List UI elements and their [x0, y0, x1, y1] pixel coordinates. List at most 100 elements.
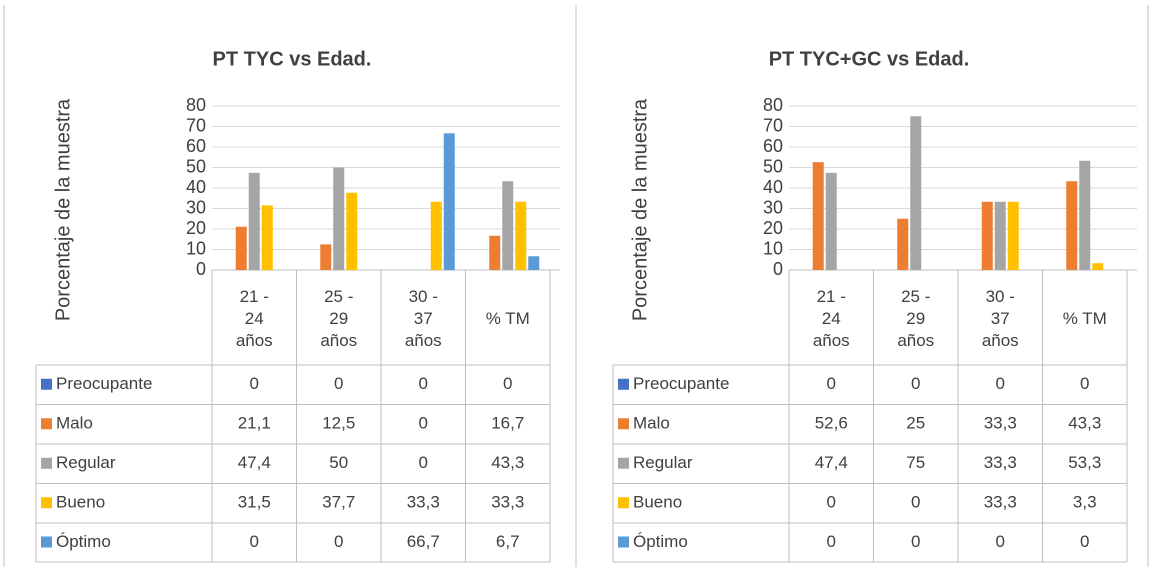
legend-label: Preocupante: [56, 374, 152, 393]
bar: [502, 181, 514, 270]
x-tick-label: % TM: [1062, 308, 1107, 328]
table-value: 47,4: [815, 453, 848, 472]
table-value: 21,1: [238, 414, 271, 433]
table-value: 31,5: [238, 493, 271, 512]
table-value: 3,3: [1073, 493, 1097, 512]
x-tick-label: 21 - 24 años: [235, 286, 273, 350]
table-value: 0: [1080, 374, 1089, 393]
bar: [443, 133, 455, 270]
legend-swatch: [41, 418, 52, 430]
x-tick-box: % TM: [466, 272, 551, 365]
x-tick-cell: 30 - 37 años: [381, 272, 466, 365]
y-axis-title: Porcentaje de la muestra: [52, 98, 74, 321]
x-tick-box: 21 - 24 años: [212, 272, 297, 365]
y-tick-label: 80: [186, 95, 206, 115]
legend-label: Preocupante: [633, 374, 729, 393]
table-value: 0: [250, 374, 259, 393]
legend-label: Bueno: [633, 493, 682, 512]
legend-label: Óptimo: [56, 532, 111, 551]
legend-label: Regular: [633, 453, 693, 472]
bar: [346, 192, 358, 270]
table-value: 43,3: [491, 453, 524, 472]
table-value: 66,7: [407, 532, 440, 551]
table-value: 25: [906, 414, 925, 433]
y-tick-label: 50: [186, 156, 206, 176]
table-value: 0: [911, 532, 920, 551]
y-tick-label: 10: [763, 238, 783, 258]
x-tick-label: % TM: [485, 308, 530, 328]
x-tick-cell: 30 - 37 años: [981, 286, 1019, 350]
x-tick-box: 25 - 29 años: [874, 272, 959, 365]
legend-label: Regular: [56, 453, 116, 472]
y-tick-label: 0: [773, 259, 783, 279]
bar: [489, 235, 501, 270]
bar: [812, 162, 824, 270]
table-value: 0: [911, 374, 920, 393]
table-value: 16,7: [491, 414, 524, 433]
table-value: 75: [906, 453, 925, 472]
table-value: 12,5: [322, 414, 355, 433]
table-value: 0: [827, 532, 836, 551]
legend-swatch: [618, 497, 629, 509]
y-tick-label: 60: [763, 136, 783, 156]
chart-title: PT TYC+GC vs Edad.: [769, 48, 970, 70]
bar: [261, 205, 273, 270]
table-value: 0: [1080, 532, 1089, 551]
x-tick-cell: 25 - 29 años: [297, 272, 382, 365]
table-value: 37,7: [322, 493, 355, 512]
x-tick-cell: 21 - 24 años: [789, 272, 874, 365]
chart-title: PT TYC vs Edad.: [213, 48, 372, 70]
bar: [897, 218, 909, 270]
bar: [1007, 201, 1019, 270]
legend-swatch: [41, 378, 52, 390]
x-tick-box: % TM: [1043, 272, 1128, 365]
table-value: 0: [334, 374, 343, 393]
legend-label: Malo: [56, 414, 93, 433]
x-tick-label: 25 - 29 años: [897, 286, 935, 350]
y-tick-label: 30: [186, 197, 206, 217]
bar: [430, 201, 442, 270]
y-tick-label: 30: [763, 197, 783, 217]
bar: [528, 256, 540, 270]
table-value: 47,4: [238, 453, 271, 472]
bar: [1066, 181, 1078, 270]
x-tick-box: 25 - 29 años: [297, 272, 382, 365]
table-value: 0: [827, 374, 836, 393]
x-tick-box: 21 - 24 años: [789, 272, 874, 365]
legend-label: Bueno: [56, 493, 105, 512]
table-value: 0: [996, 532, 1005, 551]
table-value: 33,3: [491, 493, 524, 512]
legend-swatch: [618, 457, 629, 469]
bar: [248, 172, 260, 270]
table-value: 0: [419, 453, 428, 472]
x-tick-cell: 25 - 29 años: [874, 272, 959, 365]
table-value: 0: [250, 532, 259, 551]
y-tick-label: 40: [186, 177, 206, 197]
legend-label: Malo: [633, 414, 670, 433]
table-value: 0: [827, 493, 836, 512]
x-tick-cell: % TM: [466, 272, 551, 365]
table-value: 0: [334, 532, 343, 551]
y-tick-label: 80: [763, 95, 783, 115]
bar: [994, 201, 1006, 270]
bar: [1079, 160, 1091, 270]
table-value: 33,3: [984, 414, 1017, 433]
table-value: 33,3: [984, 493, 1017, 512]
x-tick-label: 30 - 37 años: [981, 286, 1019, 350]
y-tick-label: 70: [763, 115, 783, 135]
y-tick-label: 10: [186, 238, 206, 258]
bar: [910, 116, 922, 270]
y-axis-title: Porcentaje de la muestra: [629, 98, 651, 321]
legend-label: Óptimo: [633, 532, 688, 551]
x-tick-label: 30 - 37 años: [404, 286, 442, 350]
bar: [320, 244, 332, 270]
legend-swatch: [618, 418, 629, 430]
x-tick-label: 25 - 29 años: [320, 286, 358, 350]
bar: [333, 167, 345, 270]
y-tick-label: 40: [763, 177, 783, 197]
bar: [825, 172, 837, 270]
legend-swatch: [618, 536, 629, 548]
x-tick-box: 30 - 37 años: [381, 272, 466, 365]
legend-swatch: [41, 536, 52, 548]
